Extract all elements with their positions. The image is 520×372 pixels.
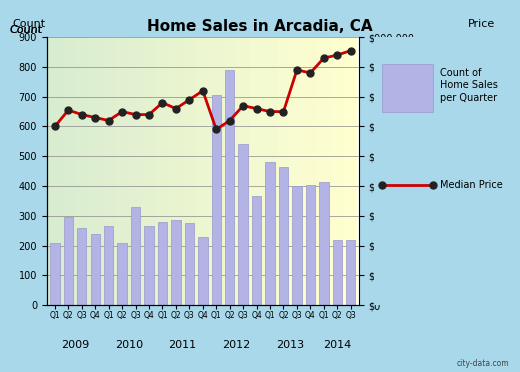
Bar <box>317 37 331 305</box>
Bar <box>77 228 86 305</box>
Bar <box>263 37 277 305</box>
Bar <box>61 37 75 305</box>
Bar <box>304 37 317 305</box>
Bar <box>158 222 167 305</box>
Bar <box>344 37 357 305</box>
Bar <box>88 37 102 305</box>
Bar <box>239 144 248 305</box>
Bar <box>75 37 88 305</box>
Bar <box>131 207 140 305</box>
Bar <box>212 95 221 305</box>
Bar <box>102 37 115 305</box>
Bar <box>129 37 142 305</box>
Bar <box>346 240 356 305</box>
Bar <box>155 37 169 305</box>
Bar <box>198 237 207 305</box>
Text: 2014: 2014 <box>323 340 352 350</box>
Text: city-data.com: city-data.com <box>457 359 510 368</box>
Bar <box>183 37 196 305</box>
Text: 2011: 2011 <box>168 340 197 350</box>
Bar <box>331 37 344 305</box>
Text: Home Sales in Arcadia, CA: Home Sales in Arcadia, CA <box>147 19 373 33</box>
Bar <box>223 37 237 305</box>
Text: Median Price: Median Price <box>440 180 503 189</box>
Bar <box>48 37 61 305</box>
Bar <box>290 37 304 305</box>
Bar <box>306 185 315 305</box>
Bar <box>279 167 288 305</box>
Text: Count: Count <box>12 19 46 29</box>
Text: 2012: 2012 <box>222 340 251 350</box>
Bar <box>115 37 129 305</box>
Text: Count: Count <box>9 25 42 35</box>
Bar <box>277 37 290 305</box>
FancyBboxPatch shape <box>382 64 433 112</box>
Bar <box>210 37 223 305</box>
Bar <box>171 220 180 305</box>
Bar <box>63 217 73 305</box>
Bar <box>196 37 210 305</box>
Text: 2009: 2009 <box>61 340 89 350</box>
Bar <box>90 234 100 305</box>
Bar <box>292 186 302 305</box>
Text: Price: Price <box>468 19 495 29</box>
Text: 2013: 2013 <box>276 340 304 350</box>
Text: Count: Count <box>9 25 43 35</box>
Bar <box>104 226 113 305</box>
Bar <box>142 37 155 305</box>
Bar <box>185 223 194 305</box>
Bar <box>169 37 183 305</box>
Bar <box>144 226 154 305</box>
Bar <box>237 37 250 305</box>
Bar <box>265 162 275 305</box>
Text: 2010: 2010 <box>115 340 143 350</box>
Bar <box>333 240 342 305</box>
Bar <box>252 196 261 305</box>
Bar <box>319 182 329 305</box>
Bar <box>50 243 60 305</box>
Text: Count of
Home Sales
per Quarter: Count of Home Sales per Quarter <box>440 68 498 103</box>
Bar <box>250 37 263 305</box>
Bar <box>118 243 127 305</box>
Bar <box>225 70 235 305</box>
